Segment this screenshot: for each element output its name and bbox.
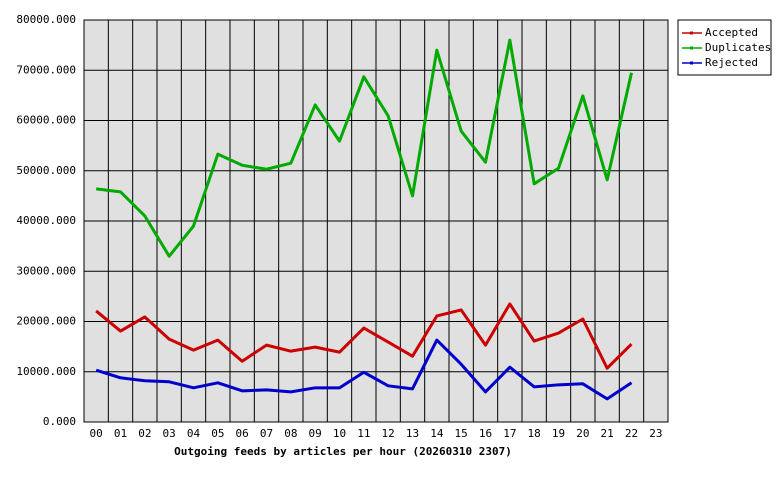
x-tick-label: 04 — [187, 427, 201, 440]
series-line — [95, 338, 633, 401]
x-tick-label: 10 — [333, 427, 346, 440]
x-tick-label: 02 — [138, 427, 151, 440]
legend-marker — [690, 61, 693, 65]
x-tick-label: 01 — [114, 427, 127, 440]
x-tick-label: 23 — [649, 427, 662, 440]
series-line — [95, 38, 633, 258]
x-tick-label: 18 — [528, 427, 541, 440]
x-tick-label: 09 — [309, 427, 322, 440]
x-tick-label: 12 — [382, 427, 395, 440]
x-tick-label: 15 — [455, 427, 468, 440]
x-tick-label: 20 — [576, 427, 589, 440]
x-tick-label: 05 — [211, 427, 224, 440]
y-tick-label: 30000.000 — [16, 264, 76, 277]
legend-label: Accepted — [705, 26, 758, 39]
x-tick-label: 14 — [430, 427, 444, 440]
x-tick-label: 16 — [479, 427, 492, 440]
x-tick-label: 11 — [357, 427, 370, 440]
series-line — [95, 302, 633, 370]
y-tick-label: 10000.000 — [16, 365, 76, 378]
x-tick-label: 19 — [552, 427, 565, 440]
x-tick-label: 06 — [236, 427, 249, 440]
y-tick-label: 60000.000 — [16, 114, 76, 127]
x-tick-label: 13 — [406, 427, 419, 440]
x-tick-label: 21 — [601, 427, 614, 440]
x-tick-label: 22 — [625, 427, 638, 440]
y-tick-label: 0.000 — [43, 415, 76, 428]
legend-marker — [690, 46, 693, 50]
x-axis-label: Outgoing feeds by articles per hour (202… — [174, 445, 512, 458]
x-tick-label: 03 — [163, 427, 176, 440]
y-tick-label: 70000.000 — [16, 63, 76, 76]
y-tick-label: 40000.000 — [16, 214, 76, 227]
y-tick-label: 80000.000 — [16, 13, 76, 26]
legend-label: Rejected — [705, 56, 758, 69]
x-tick-label: 17 — [503, 427, 516, 440]
x-tick-label: 08 — [284, 427, 297, 440]
x-tick-label: 07 — [260, 427, 273, 440]
legend-marker — [690, 31, 693, 35]
legend-label: Duplicates — [705, 41, 771, 54]
y-tick-label: 20000.000 — [16, 315, 76, 328]
y-tick-label: 50000.000 — [16, 164, 76, 177]
x-tick-label: 00 — [90, 427, 103, 440]
